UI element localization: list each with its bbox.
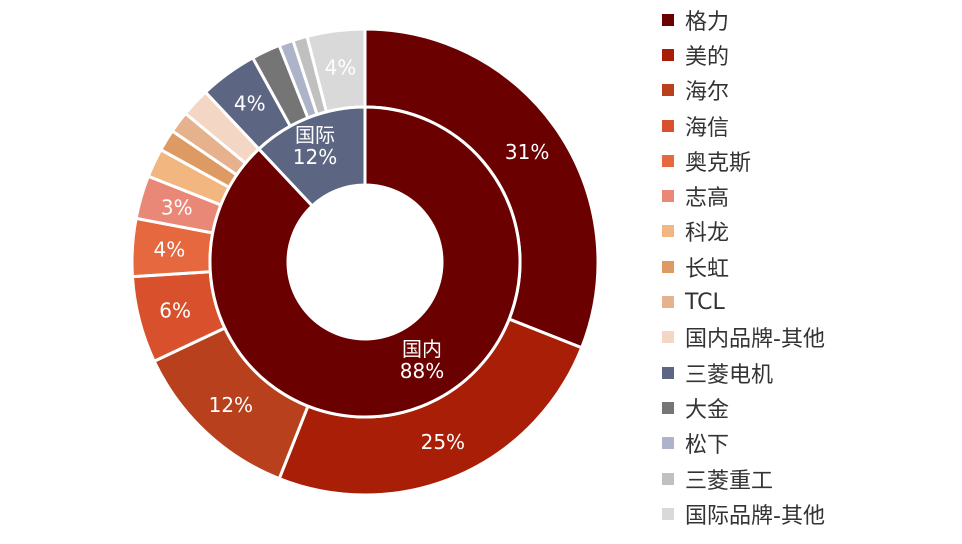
legend-item: 志高: [662, 178, 962, 213]
legend-swatch: [662, 331, 674, 344]
legend-label: 长虹: [685, 256, 730, 282]
outer-slice-value-5: 3%: [161, 195, 193, 219]
legend-label: 科龙: [685, 221, 730, 247]
legend-swatch: [662, 84, 674, 97]
legend-label: 海信: [685, 115, 730, 141]
legend-item: 三菱电机: [662, 355, 962, 390]
legend-swatch: [662, 190, 674, 203]
outer-slice-value-2: 12%: [209, 393, 253, 417]
inner-slice-value-1: 12%: [293, 145, 337, 169]
legend-swatch: [662, 48, 674, 61]
legend-swatch: [662, 260, 674, 273]
outer-slice-value-4: 4%: [154, 238, 186, 262]
inner-slice-name-0: 国内: [402, 337, 442, 361]
outer-ring: [130, 27, 600, 497]
legend-item: 格力: [662, 2, 962, 37]
legend-label: 格力: [685, 9, 730, 35]
legend-swatch: [662, 437, 674, 450]
legend-label: 松下: [685, 433, 730, 459]
inner-slice-0: [208, 105, 522, 419]
legend-label: 大金: [685, 397, 730, 423]
inner-ring: [208, 105, 522, 419]
legend-swatch: [662, 154, 674, 167]
legend-swatch: [662, 296, 674, 309]
legend-item: 松下: [662, 426, 962, 461]
legend-label: TCL: [685, 289, 725, 315]
legend-item: 三菱重工: [662, 461, 962, 496]
legend-label: 海尔: [685, 80, 730, 106]
legend-item: 海信: [662, 108, 962, 143]
legend-item: 奥克斯: [662, 143, 962, 178]
outer-slice-value-14: 4%: [325, 56, 357, 80]
legend-item: 国内品牌-其他: [662, 320, 962, 355]
inner-slice-1: [256, 105, 367, 208]
legend-label: 志高: [685, 186, 730, 212]
legend-label: 三菱电机: [685, 362, 774, 388]
legend-label: 国际品牌-其他: [685, 503, 825, 529]
inner-slice-name-1: 国际: [295, 123, 335, 147]
legend-label: 美的: [685, 44, 730, 70]
outer-slice-value-0: 31%: [505, 140, 549, 164]
legend-swatch: [662, 401, 674, 414]
inner-slice-value-0: 88%: [400, 359, 444, 383]
outer-slice-value-3: 6%: [159, 299, 191, 323]
legend-item: 科龙: [662, 214, 962, 249]
legend-item: 国际品牌-其他: [662, 496, 962, 531]
legend-swatch: [662, 13, 674, 26]
legend-item: 大金: [662, 390, 962, 425]
legend-label: 三菱重工: [685, 468, 774, 494]
legend-label: 国内品牌-其他: [685, 327, 825, 353]
legend-swatch: [662, 225, 674, 238]
legend-swatch: [662, 507, 674, 520]
legend-swatch: [662, 119, 674, 132]
legend-label: 奥克斯: [685, 150, 752, 176]
legend-item: 美的: [662, 37, 962, 72]
outer-slice-value-1: 25%: [421, 430, 465, 454]
legend-item: 海尔: [662, 73, 962, 108]
legend-item: TCL: [662, 284, 962, 319]
legend-swatch: [662, 366, 674, 379]
legend: 格力美的海尔海信奥克斯志高科龙长虹 TCL 国内品牌-其他 三菱电机大金松下三菱重工国…: [662, 2, 962, 531]
outer-slice-value-10: 4%: [234, 91, 266, 115]
legend-item: 长虹: [662, 249, 962, 284]
legend-swatch: [662, 472, 674, 485]
